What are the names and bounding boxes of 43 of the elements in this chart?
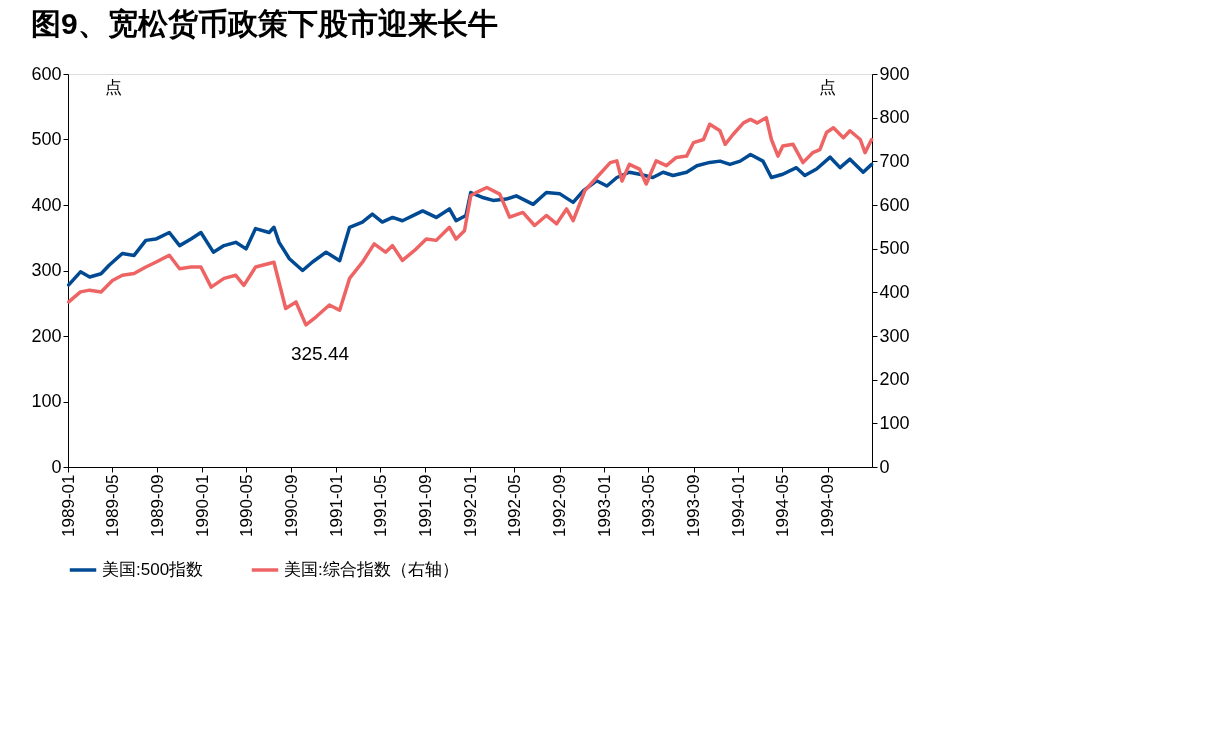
chart-title: 图9、宽松货币政策下股市迎来长牛 (30, 7, 498, 40)
x-tick-label: 1991-01 (326, 474, 346, 537)
y2-tick-label: 900 (879, 63, 910, 84)
y2-tick-label: 700 (879, 150, 910, 171)
y2-tick-label: 500 (879, 238, 910, 259)
x-tick-label: 1992-05 (504, 474, 524, 537)
y2-axis-title: 点 (819, 77, 836, 97)
y-tick-label: 400 (31, 194, 62, 215)
y-axis-title: 点 (105, 77, 122, 97)
y-tick-label: 300 (31, 260, 62, 280)
y2-tick-label: 200 (879, 369, 910, 390)
legend-label: 美国:综合指数（右轴） (284, 560, 459, 579)
y-tick-label: 200 (31, 325, 62, 346)
y2-tick-label: 0 (879, 456, 890, 477)
y2-tick-label: 600 (879, 194, 910, 215)
x-tick-label: 1989-01 (58, 474, 78, 537)
x-tick-label: 1991-05 (370, 474, 390, 537)
annotation: 325.44 (290, 343, 350, 364)
y2-tick-label: 300 (879, 325, 910, 346)
x-tick-label: 1993-05 (638, 474, 658, 537)
line-series (66, 152, 874, 287)
line-series (66, 115, 874, 327)
x-tick-label: 1994-05 (772, 474, 792, 537)
x-tick-label: 1989-09 (147, 474, 167, 537)
y-tick-label: 0 (51, 456, 62, 477)
x-tick-label: 1989-05 (102, 474, 122, 537)
x-tick-label: 1990-05 (236, 474, 256, 537)
y2-tick-label: 800 (879, 107, 910, 128)
x-tick-label: 1990-01 (192, 474, 212, 537)
x-tick-label: 1992-01 (460, 474, 480, 537)
legend-label: 美国:500指数 (102, 560, 204, 579)
x-tick-label: 1993-09 (684, 474, 704, 537)
x-tick-label: 1994-09 (818, 474, 838, 537)
x-tick-label: 1993-01 (594, 474, 614, 537)
x-tick-label: 1990-09 (281, 474, 301, 537)
y-tick-label: 600 (31, 63, 62, 84)
x-tick-label: 1994-01 (728, 474, 748, 537)
y2-tick-label: 100 (879, 412, 910, 433)
y2-tick-label: 400 (879, 281, 910, 302)
y-tick-label: 100 (31, 391, 62, 411)
x-tick-label: 1991-09 (415, 474, 435, 537)
y-tick-label: 500 (31, 129, 62, 149)
x-tick-label: 1992-09 (550, 474, 570, 537)
